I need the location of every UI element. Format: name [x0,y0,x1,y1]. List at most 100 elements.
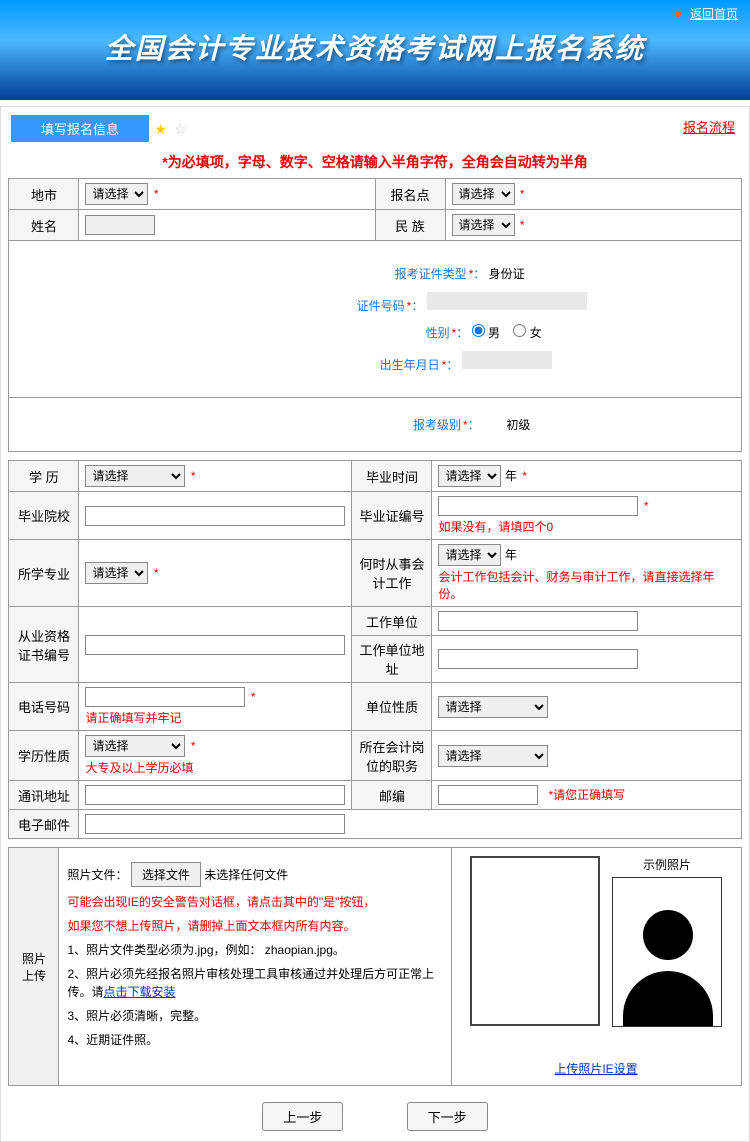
select-grad-time[interactable]: 请选择 [438,465,501,487]
label-grad-school: 毕业院校 [9,492,79,540]
select-nation[interactable]: 请选择 [452,214,515,236]
tab-bar: 填写报名信息 ★ ☆ 报名流程 [1,107,749,146]
label-level: 报考级别*： [220,416,480,433]
required-mark: * [520,187,525,201]
label-qual-no: 从业资格证书编号 [9,607,79,683]
label-gender: 性别*： [208,324,468,341]
label-birth: 出生年月日*： [198,356,458,373]
label-cert-no: 毕业证编号 [352,492,432,540]
form-detail: 学 历 请选择 * 毕业时间 请选择 年 * 毕业院校 毕业证编号 * [8,460,741,839]
label-name: 姓名 [9,210,79,241]
label-id-num: 证件号码*： [163,297,423,314]
photo-sample: 示例照片 [612,856,722,1030]
label-work-year: 何时从事会计工作 [352,540,432,607]
sample-avatar-icon [612,877,722,1027]
required-mark: * [191,469,196,483]
photo-section: 照片上传 照片文件： 选择文件 未选择任何文件 可能会出现IE的安全警告对话框，… [8,847,741,1086]
prev-button[interactable]: 上一步 [262,1102,343,1131]
select-site[interactable]: 请选择 [452,183,515,205]
flow-link[interactable]: 报名流程 [683,117,735,136]
input-cert-no[interactable] [438,496,638,516]
id-block: 报考证件类型*： 身份证 证件号码*： 性别*： 男 女 出生年 [9,241,740,397]
birth-value [462,351,552,369]
input-phone[interactable] [85,687,245,707]
label-email: 电子邮件 [9,810,79,839]
level-block: 报考级别*： 初级 [9,398,740,451]
input-grad-school[interactable] [85,506,345,526]
label-unit-type: 单位性质 [352,683,432,731]
label-id-type: 报考证件类型*： [225,265,485,282]
input-qual-no[interactable] [85,635,345,655]
input-unit-addr[interactable] [438,649,638,669]
phone-hint: 请正确填写并牢记 [85,709,345,726]
required-mark: * [251,690,256,704]
required-mark: * [154,566,159,580]
work-year-hint: 会计工作包括会计、财务与审计工作，请直接选择年份。 [438,568,734,602]
label-grad-time: 毕业时间 [352,461,432,492]
no-file-text: 未选择任何文件 [204,868,288,882]
next-button[interactable]: 下一步 [407,1102,488,1131]
photo-rule3: 3、照片必须清晰，完整。 [67,1007,442,1025]
photo-rule1: 1、照片文件类型必须为.jpg，例如： zhaopian.jpg。 [67,941,442,959]
select-unit-type[interactable]: 请选择 [438,696,548,718]
level-value: 初级 [506,418,530,432]
radio-female-label: 女 [513,326,541,340]
return-home: ● 返回首页 [674,5,738,22]
site-title: 全国会计专业技术资格考试网上报名系统 [0,0,750,100]
photo-rule4: 4、近期证件照。 [67,1031,442,1049]
year-text: 年 [505,469,517,483]
input-name[interactable] [85,215,155,235]
input-email[interactable] [85,814,345,834]
photo-warn1: 可能会出现IE的安全警告对话框，请点击其中的"是"按钮， [67,893,442,911]
return-home-link[interactable]: 返回首页 [690,7,738,21]
label-edu-type: 学历性质 [9,731,79,781]
cert-hint: 如果没有，请填四个0 [438,518,734,535]
input-postcode[interactable] [438,785,538,805]
photo-instructions: 照片文件： 选择文件 未选择任何文件 可能会出现IE的安全警告对话框，请点击其中… [59,848,451,1086]
id-num-value [427,292,587,310]
required-mark: * [522,469,527,483]
ie-settings-link[interactable]: 上传照片IE设置 [554,1062,637,1076]
required-mark: * [520,218,525,232]
radio-male[interactable] [472,324,485,337]
select-major[interactable]: 请选择 [85,562,148,584]
choose-file-button[interactable]: 选择文件 [131,862,201,887]
sample-label: 示例照片 [612,856,722,873]
select-work-year[interactable]: 请选择 [438,544,501,566]
input-work-unit[interactable] [438,611,638,631]
label-photo-upload: 照片上传 [9,848,59,1086]
id-type-value: 身份证 [489,267,525,281]
radio-female[interactable] [513,324,526,337]
bullet-icon: ● [674,5,682,21]
photo-preview-empty [470,856,600,1029]
label-edu: 学 历 [9,461,79,492]
form-basic: 地市 请选择 * 报名点 请选择 * 姓名 民 族 请选择 * [8,178,741,452]
label-position: 所在会计岗位的职务 [352,731,432,781]
select-position[interactable]: 请选择 [438,745,548,767]
tab-fill-info[interactable]: 填写报名信息 [11,115,149,142]
required-warning: *为必填项，字母、数字、空格请输入半角字符，全角会自动转为半角 [1,146,749,178]
label-work-unit: 工作单位 [352,607,432,636]
photo-rule2: 2、照片必须先经报名照片审核处理工具审核通过并处理后方可正常上传。请点击下载安装 [67,965,442,1001]
year-text: 年 [505,548,517,562]
label-phone: 电话号码 [9,683,79,731]
input-address[interactable] [85,785,345,805]
header-banner: ● 返回首页 全国会计专业技术资格考试网上报名系统 [0,0,750,100]
nav-buttons: 上一步 下一步 [1,1092,749,1141]
required-mark: * [154,187,159,201]
select-edu-type[interactable]: 请选择 [85,735,185,757]
label-site: 报名点 [375,179,445,210]
file-label: 照片文件： [67,868,127,882]
label-postcode: 邮编 [352,781,432,810]
select-city[interactable]: 请选择 [85,183,148,205]
required-mark: * [644,499,649,513]
label-address: 通讯地址 [9,781,79,810]
photo-warn2: 如果您不想上传照片，请删掉上面文本框内所有内容。 [67,917,442,935]
label-city: 地市 [9,179,79,210]
select-edu[interactable]: 请选择 [85,465,185,487]
label-unit-addr: 工作单位地址 [352,636,432,683]
radio-male-label: 男 [472,326,500,340]
download-link[interactable]: 点击下载安装 [104,985,176,999]
postcode-hint: *请您正确填写 [549,788,626,802]
label-major: 所学专业 [9,540,79,607]
